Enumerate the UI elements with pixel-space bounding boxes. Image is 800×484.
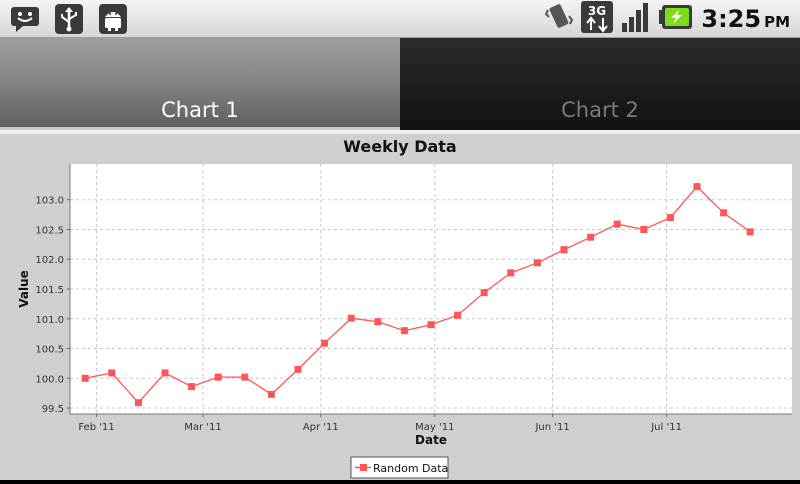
axes: 99.5 100.0 100.5 101.0 101.5 102.0 102.5 103.0 F… — [35, 164, 792, 433]
signal-icon — [621, 1, 651, 37]
y-tick-label: 99.5 — [42, 404, 64, 415]
tab-indicator — [0, 127, 400, 130]
y-tick-label: 101.0 — [35, 315, 64, 326]
grid-lines — [70, 164, 792, 414]
data-point[interactable] — [134, 399, 142, 407]
data-point[interactable] — [108, 369, 116, 377]
tab-label: Chart 2 — [561, 98, 639, 122]
data-point[interactable] — [161, 369, 169, 377]
series-line — [85, 185, 751, 404]
data-point[interactable] — [666, 214, 674, 222]
x-tick-label: Jun '11 — [534, 422, 569, 433]
3g-data-icon: 3G — [581, 1, 614, 37]
x-tick-label: Apr '11 — [303, 422, 339, 433]
y-axis-label: Value — [17, 270, 31, 308]
legend-box — [350, 456, 449, 479]
x-tick-label: Mar '11 — [184, 422, 222, 433]
data-point[interactable] — [454, 311, 462, 319]
chart-title: Weekly Data — [343, 137, 456, 156]
data-point[interactable] — [560, 246, 568, 254]
y-tick-label: 100.5 — [35, 345, 64, 356]
data-point[interactable] — [294, 365, 302, 373]
chart-panel: Weekly Data 99.5 100.0 100.5 101.0 101.5 102.… — [0, 130, 800, 480]
system-icons: 3G 3:25 PM — [545, 1, 790, 37]
y-tick-label: 102.0 — [35, 255, 64, 266]
x-tick-label: Jul '11 — [650, 422, 682, 433]
data-point[interactable] — [587, 233, 595, 241]
data-point[interactable] — [533, 259, 541, 267]
y-tick-label: 100.0 — [35, 374, 64, 385]
series-random-data — [81, 183, 754, 407]
data-point[interactable] — [374, 318, 382, 326]
messaging-icon[interactable] — [10, 4, 40, 34]
data-point[interactable] — [267, 390, 275, 398]
line-chart: Weekly Data 99.5 100.0 100.5 101.0 101.5 102.… — [17, 137, 792, 479]
tab-chart-1[interactable]: Chart 1 — [0, 38, 400, 130]
usb-icon[interactable] — [54, 4, 84, 34]
battery-charging-icon — [659, 4, 693, 34]
x-axis-label: Date — [415, 433, 447, 447]
data-point[interactable] — [720, 209, 728, 217]
data-point[interactable] — [241, 373, 249, 381]
data-point[interactable] — [81, 374, 89, 382]
legend[interactable]: Random Data — [350, 456, 449, 479]
notification-icons — [10, 4, 128, 34]
data-point[interactable] — [347, 314, 355, 322]
legend-marker — [360, 464, 367, 471]
android-debug-icon[interactable] — [98, 4, 128, 34]
network-type-label: 3G — [588, 4, 606, 18]
data-point[interactable] — [613, 220, 621, 228]
y-tick-label: 103.0 — [35, 196, 64, 207]
clock-time: 3:25 — [701, 5, 762, 33]
data-point[interactable] — [746, 228, 754, 236]
data-point[interactable] — [400, 327, 408, 335]
data-point[interactable] — [321, 339, 329, 347]
clock-ampm: PM — [764, 13, 790, 31]
y-tick-label: 102.5 — [35, 225, 64, 236]
clock: 3:25 PM — [701, 5, 790, 33]
data-point[interactable] — [507, 269, 515, 277]
data-point[interactable] — [480, 289, 488, 297]
tab-label: Chart 1 — [161, 98, 239, 122]
legend-label: Random Data — [373, 462, 448, 475]
x-tick-label: May '11 — [415, 422, 454, 433]
data-point[interactable] — [640, 226, 648, 233]
y-tick-label: 101.5 — [35, 285, 64, 296]
data-point[interactable] — [427, 321, 435, 329]
vibrate-icon — [545, 2, 574, 36]
tab-bar: Chart 1 Chart 2 — [0, 38, 800, 130]
data-point[interactable] — [214, 373, 222, 381]
x-tick-label: Feb '11 — [78, 422, 114, 433]
data-point[interactable] — [188, 383, 196, 391]
data-point[interactable] — [693, 183, 701, 191]
status-bar: 3G 3:25 PM — [0, 0, 800, 38]
tab-chart-2[interactable]: Chart 2 — [400, 38, 800, 130]
